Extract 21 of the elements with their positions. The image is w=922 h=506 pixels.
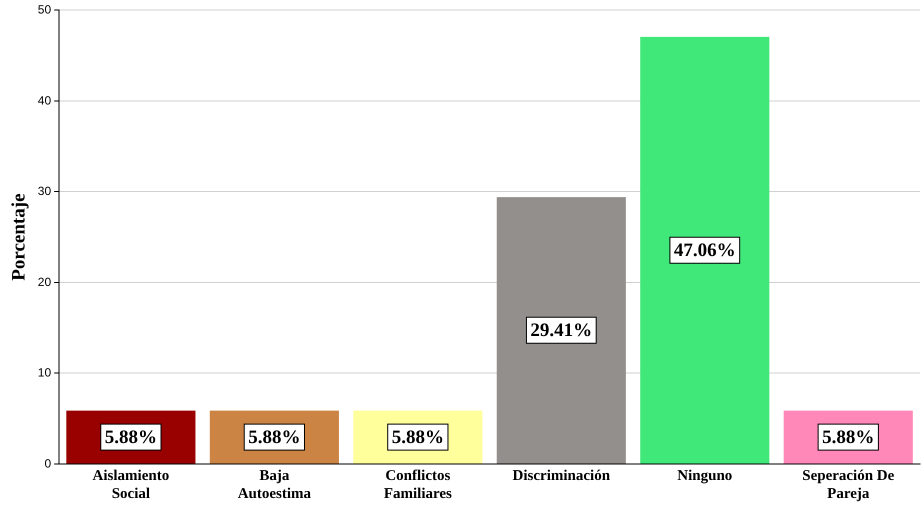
data-label: 5.88% bbox=[248, 426, 300, 448]
bar bbox=[640, 36, 770, 464]
x-tick-label: Seperación De Pareja bbox=[802, 468, 895, 502]
x-tick-label: Ninguno bbox=[677, 468, 732, 484]
y-tick-label: 30 bbox=[38, 184, 52, 198]
y-tick-label: 10 bbox=[38, 366, 52, 380]
data-label: 5.88% bbox=[104, 426, 158, 448]
x-tick-label: Conflictos Familiares bbox=[384, 468, 452, 502]
x-tick-label: Aislamiento Social bbox=[92, 468, 170, 502]
y-tick-label: 50 bbox=[38, 2, 52, 17]
data-label: 29.41% bbox=[530, 320, 592, 342]
y-tick-label: 20 bbox=[38, 274, 52, 289]
x-tick-label: Discriminación bbox=[512, 468, 611, 484]
x-tick-label: Baja Autoestima bbox=[238, 468, 312, 502]
data-label: 47.06% bbox=[674, 240, 736, 262]
y-tick-label: 40 bbox=[38, 93, 52, 108]
y-tick-label: 0 bbox=[44, 456, 52, 470]
bar bbox=[496, 197, 626, 464]
y-axis-title: Porcentaje bbox=[8, 193, 30, 281]
data-label: 5.88% bbox=[392, 426, 444, 448]
data-label: 5.88% bbox=[822, 426, 874, 448]
